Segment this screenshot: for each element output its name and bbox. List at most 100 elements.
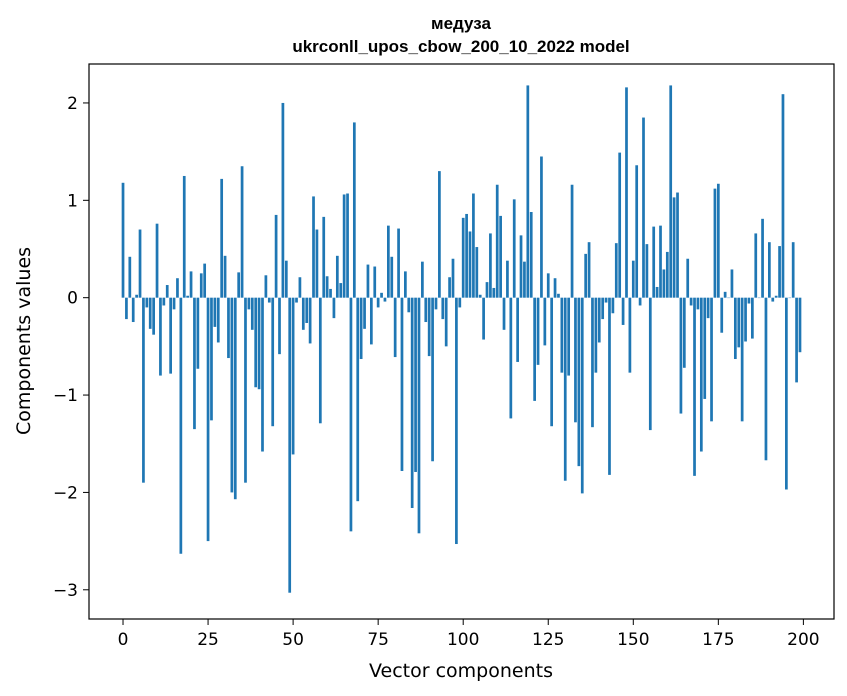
x-tick-label: 75 [367,630,389,650]
bar-16 [176,278,179,298]
bar-92 [434,297,438,310]
bar-67 [349,297,353,532]
bar-39 [254,297,258,388]
bar-0 [121,182,125,298]
bar-190 [768,242,771,298]
bar-18 [182,175,186,298]
bar-175 [716,183,720,298]
bar-94 [441,297,445,320]
bar-91 [431,297,434,462]
x-tick-label: 200 [787,630,819,650]
x-tick-label: 125 [532,630,564,650]
bar-103 [472,193,475,298]
bar-15 [172,297,176,310]
bar-32 [230,297,234,493]
y-tick-label: 2 [67,94,78,114]
y-tick-label: −3 [53,581,78,601]
plot-frame [88,63,835,620]
bar-99 [458,297,462,308]
y-tick-label: 0 [67,289,78,309]
bar-11 [159,297,162,376]
bar-52 [298,277,302,298]
bar-31 [227,297,230,359]
bar-88 [421,261,424,298]
bar-179 [730,269,734,298]
bar-165 [682,297,686,368]
bar-128 [557,293,560,298]
bar-120 [529,212,533,298]
bar-4 [135,294,138,298]
bar-57 [315,229,319,298]
bar-89 [424,297,428,323]
bar-22 [196,297,200,369]
bar-12 [162,297,166,306]
bar-142 [604,297,608,303]
bar-188 [761,218,764,298]
bar-143 [608,297,611,475]
bar-60 [325,276,329,298]
bar-17 [179,297,183,554]
bar-24 [203,263,207,298]
bar-180 [733,297,737,360]
y-axis-label: Components values [13,247,35,435]
bar-129 [560,297,564,373]
bar-42 [264,275,268,298]
bar-166 [686,258,690,298]
x-axis-ticks: 0 25 50 75 100 125 150 175 200 [118,619,820,650]
bar-105 [478,294,482,298]
bar-30 [223,255,227,298]
bar-134 [577,297,581,467]
bar-6 [142,297,145,483]
bar-115 [512,199,516,298]
bar-198 [795,297,798,383]
bar-181 [737,297,741,348]
bar-170 [699,297,703,452]
bar-95 [444,297,448,347]
bar-7 [145,297,149,308]
bar-124 [543,297,547,346]
bar-146 [618,152,622,298]
bar-81 [397,228,400,298]
bar-171 [703,297,707,399]
bar-40 [257,297,261,390]
bar-139 [594,297,598,373]
bar-156 [652,226,656,298]
bar-157 [655,286,659,298]
bar-49 [288,297,292,593]
bar-119 [526,85,530,298]
bar-41 [261,297,264,452]
bar-68 [352,122,356,298]
bar-36 [244,297,247,483]
bar-183 [744,297,747,342]
bar-33 [233,297,237,500]
bar-26 [210,297,213,421]
bar-50 [291,297,295,455]
bar-113 [506,260,509,298]
y-tick-label: −2 [53,483,78,503]
bar-192 [774,295,778,298]
bar-112 [502,297,506,330]
bar-194 [781,94,785,298]
bar-122 [536,297,540,365]
bar-25 [206,297,210,542]
bar-53 [301,297,305,330]
bar-168 [693,297,696,476]
bar-141 [601,297,605,320]
x-tick-label: 50 [282,630,304,650]
bar-169 [696,297,700,310]
bar-87 [417,297,421,534]
bar-199 [798,297,802,353]
bar-126 [550,297,554,427]
bar-82 [400,297,404,471]
bar-65 [342,194,346,298]
bar-90 [427,297,431,357]
bar-138 [591,297,594,428]
bar-164 [679,297,683,414]
bar-197 [791,242,795,298]
bar-48 [284,260,288,298]
bar-76 [380,292,383,298]
bar-70 [359,297,363,360]
bar-46 [278,297,281,355]
bar-177 [723,291,727,298]
